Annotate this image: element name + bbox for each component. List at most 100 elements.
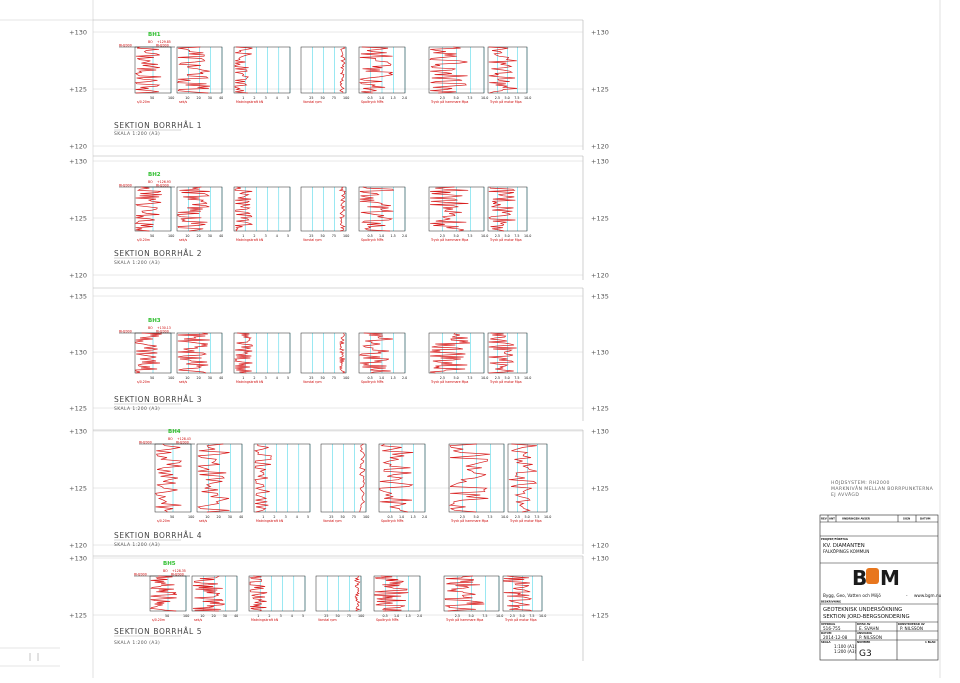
tick-label: 10 bbox=[200, 614, 204, 618]
section-1: +130 +130 +125 +125 +120 +120 SEKTION BORRHÅL … bbox=[69, 19, 609, 150]
elevation-label-left: +125 bbox=[69, 85, 87, 93]
tick-label: 7.5 bbox=[514, 96, 519, 100]
tick-label: 5.0 bbox=[454, 234, 459, 238]
nummer-label: NUMMER bbox=[857, 640, 870, 644]
company-name: Bygg, Geo, Vatten och Miljö bbox=[823, 593, 881, 598]
log-panel-p2: 1 2 3 4 5 Matningskraft kN bbox=[233, 186, 291, 242]
tick-label: 7.5 bbox=[487, 515, 492, 519]
tick-label: 1 bbox=[242, 96, 244, 100]
log-panel-p1: 10 20 30 40 sek/s bbox=[191, 575, 238, 622]
axis-label: Varvtal rpm bbox=[303, 380, 322, 384]
nummer-value: G3 bbox=[859, 649, 872, 659]
data-trace bbox=[155, 443, 183, 513]
reference-label: RH2000 bbox=[119, 184, 132, 188]
axis-label: s/0.20m bbox=[137, 238, 150, 242]
profile-start-label: BO bbox=[168, 437, 173, 441]
tick-label: 50 bbox=[165, 614, 169, 618]
tick-label: 7.5 bbox=[467, 376, 472, 380]
section-4: +130 +130 +125 +125 +120 +120 SEKTION BORRHÅL … bbox=[69, 427, 609, 554]
panel-frame bbox=[487, 46, 528, 94]
tick-label: 3 bbox=[285, 515, 287, 519]
data-trace bbox=[177, 46, 210, 94]
log-panel-p1: 10 20 30 40 sek/s bbox=[176, 186, 223, 242]
tick-label: 50 bbox=[170, 515, 174, 519]
tick-label: 7.5 bbox=[534, 515, 539, 519]
tick-label: 7.5 bbox=[467, 96, 472, 100]
axis-label: Tryck på hammare Mpa bbox=[445, 617, 483, 622]
panel-frame bbox=[507, 443, 548, 513]
axis-label: sek/s bbox=[179, 238, 188, 242]
tick-label: 10.0 bbox=[524, 96, 531, 100]
axis-label: Tryck på hammare Mpa bbox=[450, 518, 488, 523]
data-trace bbox=[430, 186, 469, 232]
tick-label: 1 bbox=[242, 376, 244, 380]
reference-label: RH2000 bbox=[134, 573, 147, 577]
panel-frame bbox=[320, 443, 367, 513]
section-scale: SKALA 1:200 (A3) bbox=[114, 406, 160, 412]
tick-label: 4 bbox=[276, 376, 278, 380]
sign-header: SIGN bbox=[903, 517, 910, 521]
tick-label: 10.0 bbox=[524, 376, 531, 380]
tick-label: 30 bbox=[208, 96, 212, 100]
elevation-label-right: +130 bbox=[591, 348, 609, 356]
tick-label: 1.5 bbox=[391, 96, 396, 100]
tick-label: 25 bbox=[329, 515, 333, 519]
tick-label: 5 bbox=[287, 234, 289, 238]
data-trace bbox=[488, 186, 516, 232]
tick-label: 5.0 bbox=[505, 96, 510, 100]
height-system-note: HÖJDSYSTEM: RH2000 MARKNIVÅN MELLAN BORR… bbox=[831, 479, 934, 498]
axis-label: Varvtal rpm bbox=[318, 618, 337, 622]
data-trace bbox=[234, 332, 254, 374]
log-panel-p4: 0.5 1.0 1.5 2.0 Spoltryck MPa bbox=[358, 186, 407, 242]
section-scale: SKALA 1:200 (A3) bbox=[114, 640, 160, 646]
tick-label: 20 bbox=[197, 376, 201, 380]
data-trace bbox=[177, 186, 210, 232]
axis-label: Matningskraft kN bbox=[236, 100, 264, 104]
axis-label: sek/s bbox=[199, 519, 208, 523]
tick-label: 100 bbox=[343, 234, 349, 238]
tick-label: 7.5 bbox=[467, 234, 472, 238]
tick-label: 20 bbox=[197, 234, 201, 238]
reference-label-2: RH2000 bbox=[156, 330, 169, 334]
elevation-label-right: +120 bbox=[591, 271, 609, 279]
tick-label: 1.0 bbox=[399, 515, 404, 519]
tick-label: 5 bbox=[287, 96, 289, 100]
tick-label: 40 bbox=[219, 376, 223, 380]
tick-label: 1.0 bbox=[379, 234, 384, 238]
tick-label: 2 bbox=[253, 376, 255, 380]
tick-label: 5.0 bbox=[474, 515, 479, 519]
panel-frame bbox=[373, 575, 421, 612]
data-trace bbox=[338, 186, 346, 232]
panel-frame bbox=[253, 443, 311, 513]
tick-label: 50 bbox=[321, 234, 325, 238]
note-line-2: MARKNIVÅN MELLAN BORRPUNKTERNA bbox=[831, 485, 934, 492]
desc-line-1: GEOTEKNISK UNDERSÖKNING bbox=[823, 606, 902, 613]
elevation-label-right: +130 bbox=[591, 427, 609, 435]
tick-label: 2.5 bbox=[495, 234, 500, 238]
data-trace bbox=[192, 575, 225, 612]
tick-label: 5 bbox=[302, 614, 304, 618]
elevation-label-left: +130 bbox=[69, 427, 87, 435]
log-panel-p2: 1 2 3 4 5 Matningskraft kN bbox=[233, 332, 291, 384]
tick-label: 5.0 bbox=[520, 614, 525, 618]
borehole-label: BH2 bbox=[148, 172, 161, 178]
log-panel-p3: 25 50 75 100 Varvtal rpm bbox=[315, 575, 364, 622]
borehole-label: BH1 bbox=[148, 32, 161, 38]
tick-label: 2.0 bbox=[402, 376, 407, 380]
tick-label: 5.0 bbox=[525, 515, 530, 519]
axis-label: Tryck på hammare Mpa bbox=[430, 237, 468, 242]
profile-start-label: BO bbox=[148, 180, 153, 184]
axis-label: s/0.20m bbox=[137, 380, 150, 384]
panel-frame bbox=[428, 186, 485, 232]
log-panel-p0: 50 100 s/0.20m bbox=[149, 575, 189, 622]
tick-label: 1 bbox=[262, 515, 264, 519]
reference-label-2: RH2000 bbox=[171, 573, 184, 577]
tick-label: 100 bbox=[188, 515, 194, 519]
tick-label: 7.5 bbox=[514, 234, 519, 238]
tick-label: 50 bbox=[321, 376, 325, 380]
tick-label: 1.0 bbox=[394, 614, 399, 618]
tick-label: 5 bbox=[307, 515, 309, 519]
tick-label: 25 bbox=[309, 376, 313, 380]
log-panel-p3: 25 50 75 100 Varvtal rpm bbox=[320, 443, 369, 523]
